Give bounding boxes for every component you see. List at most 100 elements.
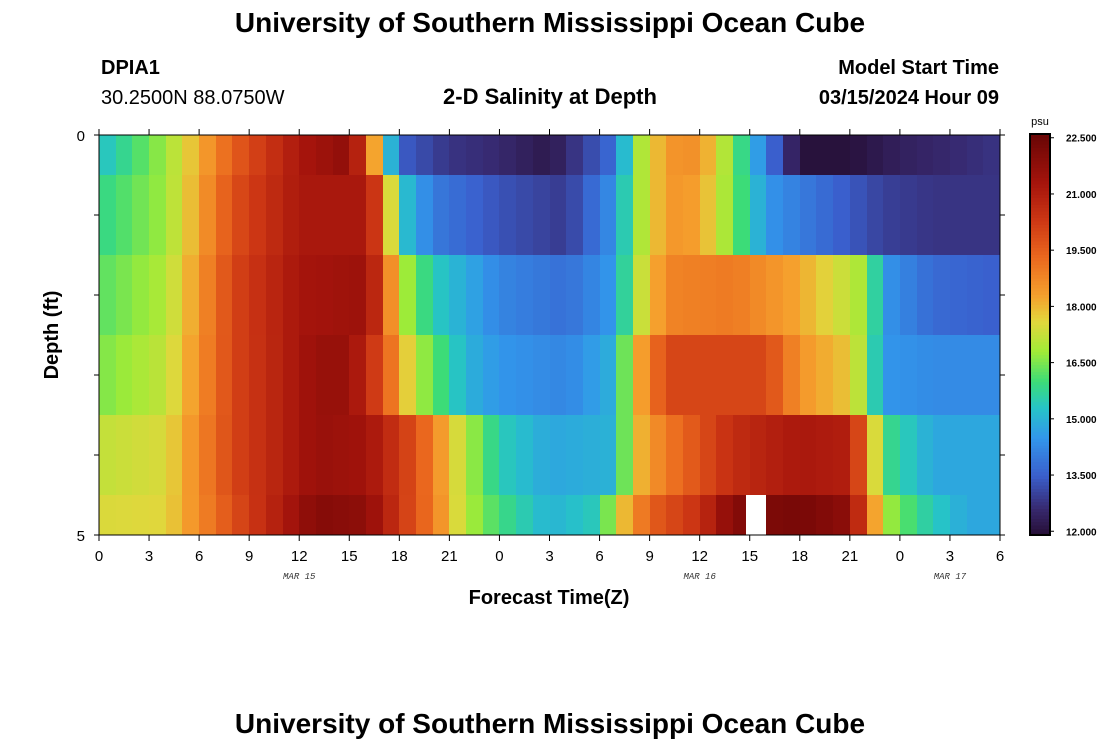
heatmap-cell [299, 175, 317, 255]
heatmap-cell [182, 135, 200, 175]
heatmap-cell [316, 255, 334, 335]
heatmap-cell [466, 415, 484, 495]
heatmap-cell [416, 415, 434, 495]
heatmap-cell [333, 255, 350, 335]
heatmap-cell [650, 135, 667, 175]
heatmap-cell [333, 415, 350, 495]
heatmap-cell [182, 415, 200, 495]
colorbar-segment [1030, 448, 1050, 453]
date-label: MAR 16 [683, 572, 716, 582]
heatmap-cell [566, 255, 584, 335]
heatmap-cell [616, 255, 634, 335]
colorbar-segment [1030, 481, 1050, 486]
heatmap-cell [867, 495, 884, 535]
heatmap-cell [449, 255, 467, 335]
colorbar-tick-label: 16.500 [1066, 359, 1097, 370]
heatmap-cell [199, 135, 217, 175]
heatmap-cell [583, 255, 601, 335]
model-start-label: Model Start Time [838, 57, 999, 79]
heatmap-cell [416, 175, 434, 255]
heatmap-cell [816, 415, 834, 495]
colorbar-segment [1030, 174, 1050, 179]
heatmap-cell [199, 415, 217, 495]
heatmap-cell [716, 255, 734, 335]
heatmap-cell [867, 135, 884, 175]
heatmap-cell [766, 415, 784, 495]
heatmap-cell [433, 495, 450, 535]
heatmap-cell [900, 255, 918, 335]
heatmap-cell [132, 415, 150, 495]
heatmap-cell [366, 175, 384, 255]
heatmap-cell [633, 255, 651, 335]
heatmap-cell [166, 175, 183, 255]
heatmap-cell [783, 255, 801, 335]
heatmap-cell [216, 255, 233, 335]
heatmap-cell [716, 495, 734, 535]
heatmap-cell [466, 135, 484, 175]
colorbar-segment [1030, 271, 1050, 275]
heatmap-cell [800, 255, 817, 335]
x-tick-label: 3 [145, 548, 153, 565]
x-tick-label: 6 [996, 548, 1004, 565]
colorbar-segment [1030, 317, 1050, 322]
colorbar-segment [1030, 337, 1050, 342]
x-tick-label: 12 [291, 548, 308, 565]
heatmap-cell [349, 255, 367, 335]
heatmap-cell [166, 255, 183, 335]
heatmap-cell [399, 495, 417, 535]
heatmap-cell [166, 135, 183, 175]
heatmap-cell [766, 135, 784, 175]
colorbar-segment [1030, 518, 1050, 523]
heatmap-cell [283, 495, 300, 535]
heatmap-cell [483, 255, 500, 335]
heatmap-cell [349, 135, 367, 175]
heatmap-cell [883, 175, 901, 255]
heatmap-cell [616, 335, 634, 415]
heatmap-cell [449, 335, 467, 415]
heatmap-cell [933, 495, 951, 535]
heatmap-cell [900, 495, 918, 535]
heatmap-cell [383, 415, 400, 495]
colorbar-tick-label: 19.500 [1066, 246, 1097, 257]
heatmap-cell [816, 175, 834, 255]
colorbar-segment [1030, 194, 1050, 199]
heatmap-cell [616, 495, 634, 535]
heatmap-cell [967, 135, 984, 175]
heatmap-cell [650, 175, 667, 255]
heatmap-cell [983, 415, 1001, 495]
heatmap-cell [483, 495, 500, 535]
heatmap-cell [383, 495, 400, 535]
heatmap-cell [232, 175, 250, 255]
heatmap-cell [917, 415, 934, 495]
colorbar-segment [1030, 234, 1050, 239]
colorbar-segment [1030, 511, 1050, 516]
colorbar-segment [1030, 441, 1050, 446]
heatmap-cell [199, 495, 217, 535]
x-tick-label: 3 [545, 548, 553, 565]
colorbar-segment [1030, 170, 1050, 175]
x-tick-label: 18 [391, 548, 408, 565]
date-label: MAR 17 [934, 572, 967, 582]
colorbar-segment [1030, 528, 1050, 533]
heatmap-cell [867, 255, 884, 335]
x-tick-label: 12 [691, 548, 708, 565]
colorbar-tick-label: 15.000 [1066, 415, 1097, 426]
heatmap-cell [867, 175, 884, 255]
heatmap-cell [950, 135, 968, 175]
colorbar-segment [1030, 521, 1050, 526]
heatmap-cell [182, 255, 200, 335]
heatmap-cell [933, 135, 951, 175]
x-tick-label: 0 [896, 548, 904, 565]
heatmap-cell [550, 255, 567, 335]
x-tick-label: 9 [245, 548, 253, 565]
heatmap-cell [249, 335, 267, 415]
footer-title: University of Southern Mississippi Ocean… [234, 708, 866, 739]
heatmap-cell [633, 335, 651, 415]
colorbar-segment [1030, 451, 1050, 456]
heatmap-cell [499, 255, 517, 335]
heatmap-cell [516, 495, 534, 535]
heatmap-cell [566, 135, 584, 175]
colorbar-segment [1030, 488, 1050, 493]
heatmap-cell [433, 255, 450, 335]
colorbar-segment [1030, 387, 1050, 392]
